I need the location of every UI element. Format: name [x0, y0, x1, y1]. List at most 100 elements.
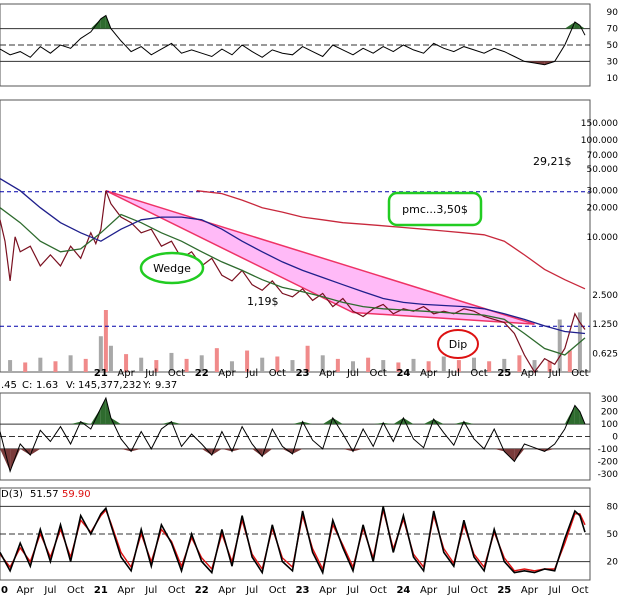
overbought-fill: [322, 417, 333, 425]
rsi-panel: 90 70 50 30 10: [0, 3, 619, 87]
x-month-label: Oct: [370, 585, 387, 596]
volume-bar: [381, 360, 386, 372]
x-month-label: Jul: [548, 368, 561, 379]
volume-bar: [441, 356, 446, 372]
x-year-label: 24: [396, 368, 410, 379]
readout-volume-label: V:: [66, 380, 75, 391]
volume-bar: [169, 352, 174, 372]
y-tick-label: 0: [612, 433, 618, 443]
x-month-label: Jul: [245, 585, 258, 596]
y-tick-label: -200: [598, 457, 619, 467]
wedge-label: Wedge: [153, 262, 191, 275]
dip-label-circle: [437, 329, 479, 359]
overbought-fill: [423, 419, 434, 425]
volume-bar: [305, 345, 310, 372]
y-tick-label: 10.000: [587, 233, 619, 243]
y-tick-label: 30.000: [587, 187, 619, 197]
y-tick-label: 50: [607, 41, 619, 51]
x-month-label: Jul: [144, 368, 157, 379]
volume-bar: [547, 361, 552, 372]
x-month-label: Jul: [245, 368, 258, 379]
oversold-fill: [292, 448, 303, 454]
wedge-upper-line: [105, 189, 535, 325]
cci-frame: [0, 392, 591, 481]
x-month-label: Oct: [571, 585, 588, 596]
volume-bar: [502, 358, 507, 372]
price-panel: 150.000 100.000 70.000 50.000 30.000 20.000 10…: [0, 99, 619, 374]
overbought-fill: [463, 421, 475, 425]
y-tick-label: 70.000: [587, 151, 619, 161]
x-month-label: Apr: [117, 585, 135, 596]
wedge-lower-line: [105, 190, 535, 325]
volume-bar: [532, 360, 537, 372]
readout-volume: 145,377,232: [78, 380, 142, 391]
readout-extra: 9.37: [155, 380, 177, 391]
y-tick-label: 50: [607, 530, 619, 540]
target-label-box: [387, 191, 483, 227]
rsi-frame: [0, 3, 591, 87]
x-month-label: Oct: [470, 585, 487, 596]
x-month-label: Jul: [346, 585, 359, 596]
x-month-label: Oct: [470, 368, 487, 379]
x-month-label: Apr: [420, 368, 438, 379]
cci-panel: 300 200 100 0 -100 -200 -300: [0, 392, 619, 481]
ma-green-line: [0, 207, 586, 356]
oversold-fill: [252, 448, 263, 457]
oversold-fill: [282, 448, 293, 454]
stoch-readout-prefix: D(3): [1, 489, 23, 500]
y-tick-label: 100.000: [581, 136, 618, 146]
volume-bar: [83, 358, 88, 372]
volume-bar: [396, 362, 401, 372]
volume-bar: [335, 358, 340, 372]
volume-bar: [245, 350, 250, 372]
volume-bar: [23, 362, 28, 372]
oversold-fill: [131, 448, 142, 452]
volume-bar: [154, 360, 159, 372]
y-tick-label: 90: [607, 8, 619, 18]
stoch-panel: 80 50 20: [0, 487, 619, 581]
volume-bar: [472, 357, 477, 372]
x-month-label: Oct: [269, 368, 286, 379]
x-month-label: Jul: [447, 368, 460, 379]
price-frame: [0, 99, 591, 373]
volume-bar: [487, 361, 492, 372]
x-month-label: Jul: [548, 585, 561, 596]
volume-bar: [214, 348, 219, 372]
overbought-fill: [292, 421, 303, 425]
x-month-label: Apr: [521, 585, 539, 596]
y-tick-label: 70: [607, 25, 619, 35]
overbought-fill: [70, 421, 81, 425]
readout-close: 1.63: [36, 380, 58, 391]
y-tick-label: -100: [598, 445, 619, 455]
volume-bar: [426, 361, 431, 372]
x-year-label: 23: [296, 368, 310, 379]
overbought-fill: [574, 405, 580, 425]
y-tick-label: 300: [601, 395, 618, 405]
volume-bar: [320, 355, 325, 372]
overbought-fill: [100, 15, 106, 29]
y-tick-label: 100: [601, 420, 618, 430]
x-year-label: 24: [396, 585, 410, 596]
oversold-fill: [20, 448, 31, 456]
volume-bar: [456, 360, 461, 372]
volume-bar: [53, 361, 58, 372]
volume-bar: [260, 357, 265, 372]
y-tick-label: 0.625: [592, 349, 618, 359]
x-year-label: 25: [497, 368, 511, 379]
overbought-fill: [90, 407, 101, 425]
y-tick-label: 200: [601, 408, 618, 418]
overbought-fill: [383, 422, 394, 425]
volume-bar: [98, 336, 103, 372]
x-month-label: Oct: [571, 368, 588, 379]
overbought-fill: [302, 421, 313, 425]
x-month-label: Oct: [168, 585, 185, 596]
readout-extra-label: Y:: [142, 380, 151, 391]
volume-bar: [199, 355, 204, 372]
target-label: pmc...3,50$: [402, 203, 468, 216]
rsi-line: [0, 14, 586, 66]
oversold-fill: [231, 448, 243, 452]
volume-bar: [38, 357, 43, 372]
oversold-fill: [221, 448, 232, 452]
cci-line: [0, 396, 586, 473]
